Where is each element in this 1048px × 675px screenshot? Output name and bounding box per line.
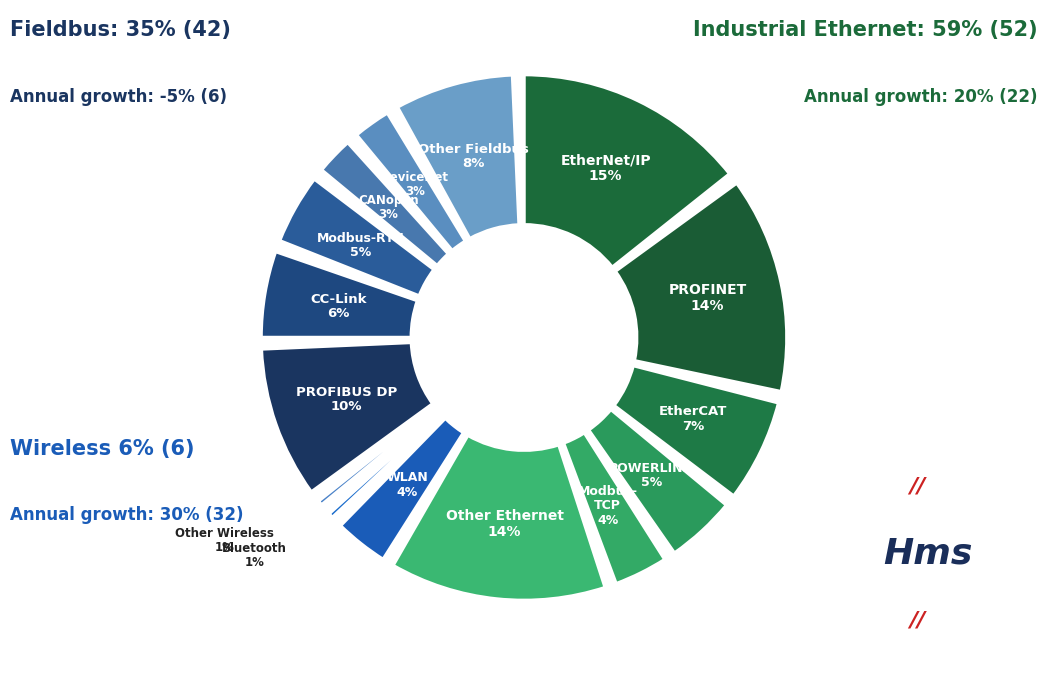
Text: CANopen
3%: CANopen 3% <box>358 194 418 221</box>
Wedge shape <box>393 435 606 601</box>
Text: PROFIBUS DP
10%: PROFIBUS DP 10% <box>297 385 397 413</box>
Text: Other Ethernet
14%: Other Ethernet 14% <box>445 510 564 539</box>
Wedge shape <box>615 183 787 392</box>
Text: EtherNet/IP
15%: EtherNet/IP 15% <box>561 153 651 183</box>
Text: //: // <box>909 476 925 496</box>
Text: PROFINET
14%: PROFINET 14% <box>669 284 747 313</box>
Wedge shape <box>319 408 437 505</box>
Wedge shape <box>329 413 442 518</box>
Wedge shape <box>397 75 519 239</box>
Text: DeviceNet
3%: DeviceNet 3% <box>381 171 450 198</box>
Text: POWERLINK
5%: POWERLINK 5% <box>609 462 694 489</box>
Wedge shape <box>322 142 449 266</box>
Wedge shape <box>341 418 463 560</box>
Text: Wireless 6% (6): Wireless 6% (6) <box>10 439 195 459</box>
Text: Annual growth: -5% (6): Annual growth: -5% (6) <box>10 88 227 106</box>
Text: CC-Link
6%: CC-Link 6% <box>310 292 367 320</box>
Text: Other Fieldbus
8%: Other Fieldbus 8% <box>418 143 529 170</box>
Text: Modbus-
TCP
4%: Modbus- TCP 4% <box>577 485 637 526</box>
Text: Fieldbus: 35% (42): Fieldbus: 35% (42) <box>10 20 232 40</box>
Wedge shape <box>261 252 417 338</box>
Text: Hms: Hms <box>882 537 973 570</box>
Wedge shape <box>524 74 729 267</box>
Wedge shape <box>564 433 664 584</box>
Wedge shape <box>589 409 726 553</box>
Text: Annual growth: 30% (32): Annual growth: 30% (32) <box>10 506 244 524</box>
Text: Annual growth: 20% (22): Annual growth: 20% (22) <box>804 88 1038 106</box>
Text: WLAN
4%: WLAN 4% <box>387 471 429 499</box>
Wedge shape <box>261 342 433 492</box>
Text: Other Wireless
1%: Other Wireless 1% <box>175 526 274 554</box>
Text: //: // <box>909 611 925 631</box>
Text: Industrial Ethernet: 59% (52): Industrial Ethernet: 59% (52) <box>693 20 1038 40</box>
Wedge shape <box>614 366 779 496</box>
Text: EtherCAT
7%: EtherCAT 7% <box>659 406 727 433</box>
Wedge shape <box>280 179 434 296</box>
Text: Modbus-RTU
5%: Modbus-RTU 5% <box>316 232 405 259</box>
Text: Bluetooth
1%: Bluetooth 1% <box>222 542 287 570</box>
Wedge shape <box>356 113 465 250</box>
